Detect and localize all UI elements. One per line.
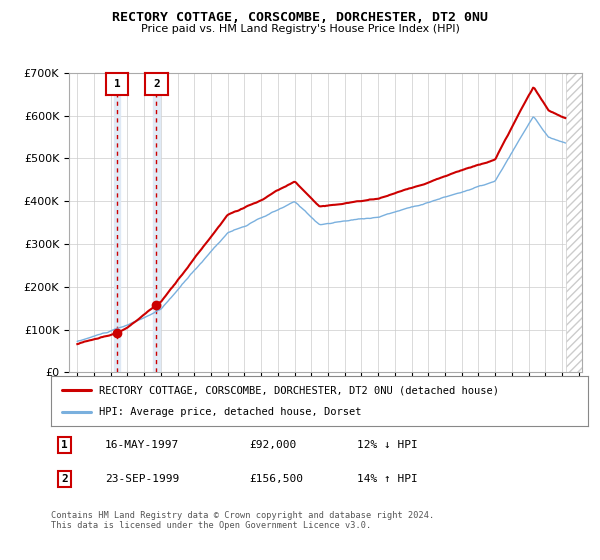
Text: £92,000: £92,000 bbox=[250, 440, 297, 450]
Text: RECTORY COTTAGE, CORSCOMBE, DORCHESTER, DT2 0NU: RECTORY COTTAGE, CORSCOMBE, DORCHESTER, … bbox=[112, 11, 488, 24]
Text: 23-SEP-1999: 23-SEP-1999 bbox=[105, 474, 179, 484]
Text: HPI: Average price, detached house, Dorset: HPI: Average price, detached house, Dors… bbox=[100, 407, 362, 417]
Bar bbox=[566, 73, 590, 372]
Text: 12% ↓ HPI: 12% ↓ HPI bbox=[357, 440, 418, 450]
Text: 2: 2 bbox=[61, 474, 68, 484]
Text: 1: 1 bbox=[113, 79, 121, 89]
Text: 16-MAY-1997: 16-MAY-1997 bbox=[105, 440, 179, 450]
Text: 14% ↑ HPI: 14% ↑ HPI bbox=[357, 474, 418, 484]
Bar bbox=[153, 73, 160, 372]
Text: RECTORY COTTAGE, CORSCOMBE, DORCHESTER, DT2 0NU (detached house): RECTORY COTTAGE, CORSCOMBE, DORCHESTER, … bbox=[100, 385, 499, 395]
Text: Price paid vs. HM Land Registry's House Price Index (HPI): Price paid vs. HM Land Registry's House … bbox=[140, 24, 460, 34]
Text: 2: 2 bbox=[153, 79, 160, 89]
Text: £156,500: £156,500 bbox=[250, 474, 304, 484]
Text: Contains HM Land Registry data © Crown copyright and database right 2024.
This d: Contains HM Land Registry data © Crown c… bbox=[51, 511, 434, 530]
Text: 1: 1 bbox=[61, 440, 68, 450]
Bar bbox=[114, 73, 120, 372]
